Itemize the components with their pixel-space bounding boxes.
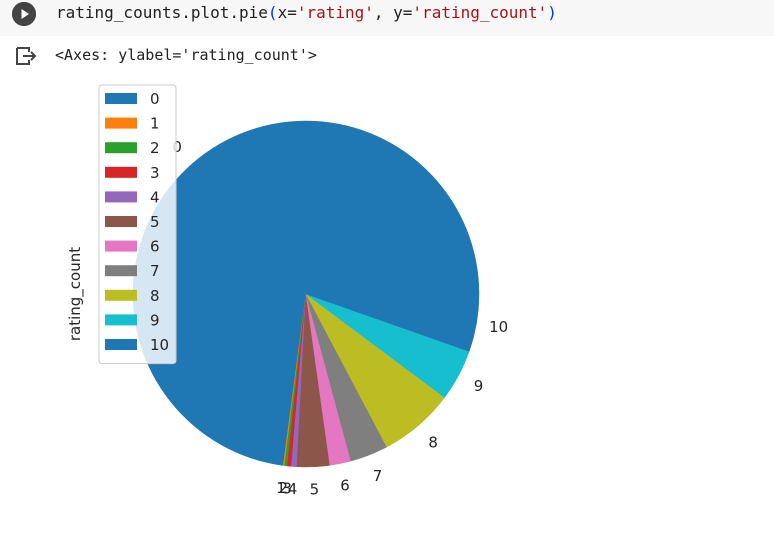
legend-label-2: 2 — [150, 139, 160, 157]
legend-label-5: 5 — [150, 213, 160, 231]
slice-label-6: 6 — [340, 477, 350, 495]
legend-swatch-2 — [105, 142, 137, 154]
code-arg-sep: , y= — [373, 3, 413, 22]
legend-label-6: 6 — [150, 238, 160, 256]
legend-swatch-6 — [105, 240, 137, 252]
slice-label-8: 8 — [428, 434, 438, 452]
legend-swatch-0 — [105, 93, 137, 104]
slice-label-1: 1 — [276, 479, 286, 497]
slice-label-9: 9 — [474, 377, 484, 395]
slice-label-4: 4 — [288, 480, 298, 498]
code-call: rating_counts.plot.pie — [56, 3, 268, 22]
code-arg-x-value: 'rating' — [296, 3, 374, 22]
legend-label-7: 7 — [150, 262, 160, 280]
slice-label-7: 7 — [373, 467, 383, 485]
legend-swatch-8 — [105, 289, 137, 301]
pie-slice-0 — [132, 120, 480, 466]
code-cell[interactable]: rating_counts.plot.pie(x='rating', y='ra… — [0, 0, 774, 36]
y-axis-label: rating_count — [66, 247, 85, 341]
code-arg-x: x= — [277, 3, 297, 22]
legend-swatch-9 — [105, 314, 137, 326]
play-icon — [12, 2, 36, 26]
legend-swatch-4 — [105, 191, 137, 203]
legend-label-10: 10 — [150, 336, 169, 354]
output-text: <Axes: ylabel='rating_count'> — [55, 46, 317, 64]
legend-label-8: 8 — [150, 287, 160, 305]
slice-label-2: 2 — [279, 479, 289, 497]
legend-swatch-5 — [105, 216, 137, 227]
run-cell-button[interactable] — [12, 2, 36, 26]
output-redirect-icon[interactable] — [14, 44, 38, 68]
pie-slice-10 — [305, 293, 480, 352]
legend-label-3: 3 — [150, 164, 160, 182]
code-line[interactable]: rating_counts.plot.pie(x='rating', y='ra… — [56, 3, 557, 23]
code-paren-open: ( — [267, 3, 278, 22]
slice-label-5: 5 — [310, 480, 320, 498]
legend-swatch-1 — [105, 117, 137, 129]
legend-label-9: 9 — [150, 311, 160, 329]
legend: 0 1 2 3 4 5 6 7 8 9 10 — [98, 84, 177, 365]
slice-label-3: 3 — [282, 480, 292, 498]
pie-slices — [132, 120, 480, 468]
code-arg-y-value: 'rating_count' — [412, 3, 548, 22]
legend-label-4: 4 — [150, 188, 160, 206]
legend-swatch-3 — [105, 166, 137, 178]
legend-label-1: 1 — [150, 115, 160, 133]
legend-swatch-10 — [105, 339, 137, 350]
slice-label-10: 10 — [489, 318, 508, 336]
legend-label-0: 0 — [150, 90, 160, 108]
slice-label-0: 0 — [172, 138, 182, 156]
legend-swatch-7 — [105, 265, 137, 277]
code-paren-close: ) — [547, 3, 557, 22]
